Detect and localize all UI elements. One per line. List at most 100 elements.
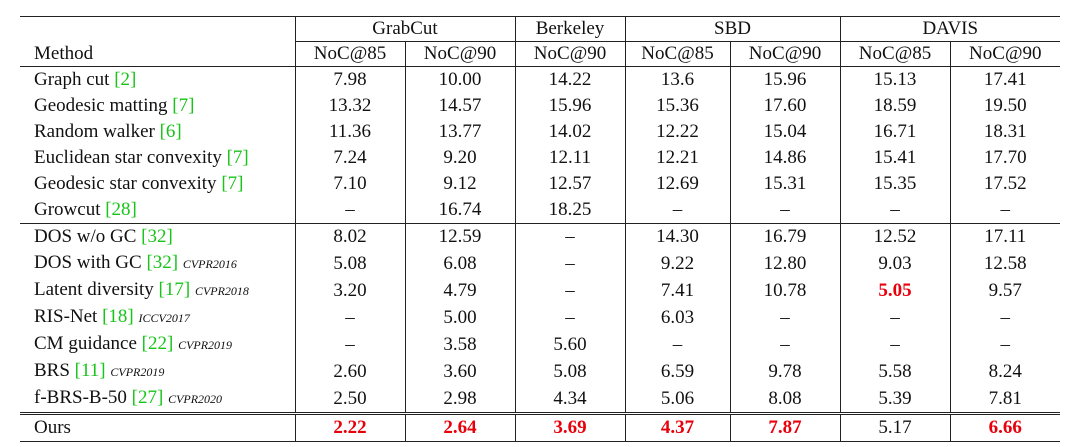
citation: [28] [105, 199, 137, 220]
value-cell: 6.08 [404, 250, 515, 277]
table-row: DOS w/o GC [32] 8.02 12.59–14.30 16.79 12.52… [20, 223, 1061, 250]
table-row: RIS-Net [18] ICCV2017–5.00–6.03– – – [20, 304, 1061, 331]
value-cell: 7.10 [294, 171, 405, 197]
venue: CVPR2019 [178, 338, 233, 352]
value-cell: 12.22 [624, 119, 730, 145]
value-cell: 8.08 [729, 385, 840, 414]
table-row: Geodesic star convexity [7] 7.10 9.12 12.57… [20, 171, 1061, 197]
venue: CVPR2019 [110, 365, 165, 379]
value-cell: 17.52 [949, 171, 1061, 197]
value-cell: 16.79 [729, 223, 840, 250]
value-cell: – [839, 304, 950, 331]
citation: [32] [141, 226, 173, 247]
value-cell: 7.41 [624, 277, 730, 304]
method-cell: f-BRS-B-50 [27] CVPR2020 [20, 385, 295, 414]
citation: [7] [221, 173, 244, 194]
value-cell: 2.98 [404, 385, 515, 414]
value-cell: 9.12 [404, 171, 515, 197]
value-cell: 7.87 [729, 413, 840, 442]
method-name: Latent diversity [34, 279, 154, 300]
value-cell: 12.52 [839, 223, 950, 250]
value-cell: 18.25 [514, 197, 625, 224]
citation: [11] [74, 360, 106, 381]
venue: CVPR2016 [182, 257, 237, 271]
value-cell: – [624, 197, 730, 224]
group-header: Berkeley [514, 16, 625, 42]
value-cell: – [294, 304, 405, 331]
value-cell: – [729, 331, 840, 358]
citation: [17] [158, 279, 191, 300]
method-name: CM guidance [34, 333, 137, 354]
value-cell: – [949, 304, 1061, 331]
value-cell: – [514, 250, 625, 277]
value-cell: 15.41 [839, 145, 950, 171]
value-cell: 14.57 [404, 93, 515, 119]
value-cell: 13.6 [624, 66, 730, 93]
value-cell: 5.06 [624, 385, 730, 414]
value-cell: – [624, 331, 730, 358]
value-cell: 2.64 [404, 413, 515, 442]
method-cell: Geodesic matting [7] [20, 93, 295, 119]
value-cell: 15.36 [624, 93, 730, 119]
value-cell: 12.59 [404, 223, 515, 250]
value-cell: 17.11 [949, 223, 1061, 250]
value-cell: 15.96 [514, 93, 625, 119]
value-cell: – [294, 197, 405, 224]
value-cell: 9.20 [404, 145, 515, 171]
citation: [32] [146, 252, 179, 273]
table-row: Geodesic matting [7] 13.32 14.57 15.96 15.36… [20, 93, 1061, 119]
value-cell: 14.02 [514, 119, 625, 145]
venue: CVPR2020 [168, 392, 223, 406]
citation: [6] [159, 121, 182, 142]
method-name: DOS w/o GC [34, 226, 137, 247]
value-cell: 10.78 [729, 277, 840, 304]
value-cell: 9.57 [949, 277, 1061, 304]
column-header: NoC@90 [729, 41, 840, 67]
citation: [2] [114, 69, 137, 90]
value-cell: 17.60 [729, 93, 840, 119]
value-cell: 16.74 [404, 197, 515, 224]
table-row: Random walker [6] 11.36 13.77 14.02 12.22 15.… [20, 119, 1061, 145]
value-cell: 8.24 [949, 358, 1061, 385]
method-cell: Latent diversity [17] CVPR2018 [20, 277, 295, 304]
value-cell: 15.96 [729, 66, 840, 93]
method-name: RIS-Net [34, 306, 98, 327]
citation: [18] [102, 306, 134, 327]
method-name: Geodesic matting [34, 95, 168, 116]
value-cell: – [514, 304, 625, 331]
value-cell: 19.50 [949, 93, 1061, 119]
value-cell: – [949, 331, 1061, 358]
value-cell: 14.86 [729, 145, 840, 171]
citation: [7] [172, 95, 195, 116]
value-cell: 18.59 [839, 93, 950, 119]
empty-cell [20, 17, 295, 42]
citation: [7] [226, 147, 249, 168]
method-cell: Random walker [6] [20, 119, 295, 145]
value-cell: 6.59 [624, 358, 730, 385]
table-row: Growcut [28] –16.74 18.25– – – – [20, 197, 1061, 224]
value-cell: 7.98 [294, 66, 405, 93]
value-cell: 18.31 [949, 119, 1061, 145]
method-cell: BRS [11] CVPR2019 [20, 358, 295, 385]
column-header: NoC@85 [839, 41, 950, 67]
method-name: BRS [34, 360, 70, 381]
value-cell: 4.37 [624, 413, 730, 442]
column-header: NoC@85 [294, 41, 405, 67]
value-cell: 5.00 [404, 304, 515, 331]
method-name: Graph cut [34, 69, 110, 90]
table-row: Latent diversity [17] CVPR2018 3.20 4.79–7… [20, 277, 1061, 304]
method-cell: Euclidean star convexity [7] [20, 145, 295, 171]
value-cell: 17.41 [949, 66, 1061, 93]
value-cell: – [839, 197, 950, 224]
group-header: SBD [624, 16, 840, 42]
value-cell: 12.58 [949, 250, 1061, 277]
value-cell: 5.58 [839, 358, 950, 385]
value-cell: 16.71 [839, 119, 950, 145]
method-name: Random walker [34, 121, 155, 142]
value-cell: 4.34 [514, 385, 625, 414]
value-cell: 2.22 [294, 413, 405, 442]
method-name: Ours [34, 417, 71, 438]
method-cell: Growcut [28] [20, 197, 295, 224]
value-cell: 13.77 [404, 119, 515, 145]
table-row: CM guidance [22] CVPR2019–3.58 5.60– – – – [20, 331, 1061, 358]
